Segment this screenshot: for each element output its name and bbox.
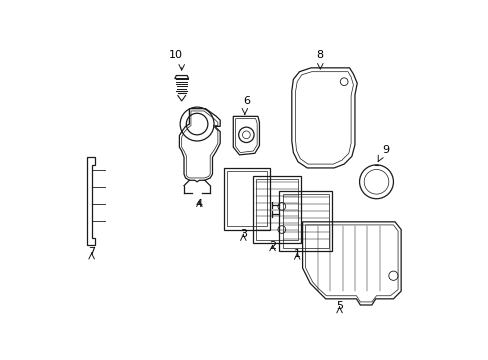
Text: 3: 3 — [239, 229, 246, 239]
Text: 4: 4 — [196, 199, 203, 209]
Text: 9: 9 — [382, 145, 388, 155]
Bar — [226, 171, 266, 226]
Text: 2: 2 — [268, 241, 276, 251]
Text: 7: 7 — [88, 247, 95, 257]
Bar — [224, 168, 270, 230]
Text: 1: 1 — [293, 249, 300, 259]
Text: 10: 10 — [169, 50, 183, 60]
Bar — [253, 176, 301, 243]
Bar — [256, 179, 297, 240]
Bar — [282, 194, 328, 248]
Text: 8: 8 — [316, 50, 323, 60]
Text: 5: 5 — [335, 301, 343, 311]
Text: 6: 6 — [243, 96, 250, 106]
Bar — [279, 191, 331, 251]
